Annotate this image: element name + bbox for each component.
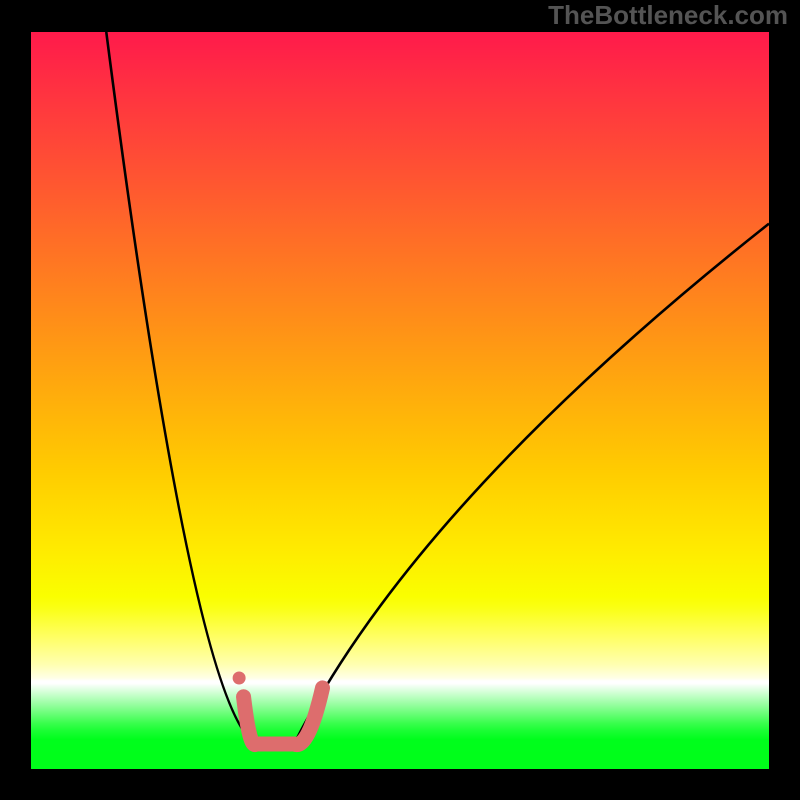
bottleneck-highlight (244, 688, 323, 745)
curve-overlay (0, 0, 800, 800)
highlight-dot (233, 671, 246, 684)
right-curve (294, 224, 769, 744)
left-curve (106, 32, 256, 744)
figure-root: TheBottleneck.com (0, 0, 800, 800)
watermark-text: TheBottleneck.com (548, 0, 788, 31)
